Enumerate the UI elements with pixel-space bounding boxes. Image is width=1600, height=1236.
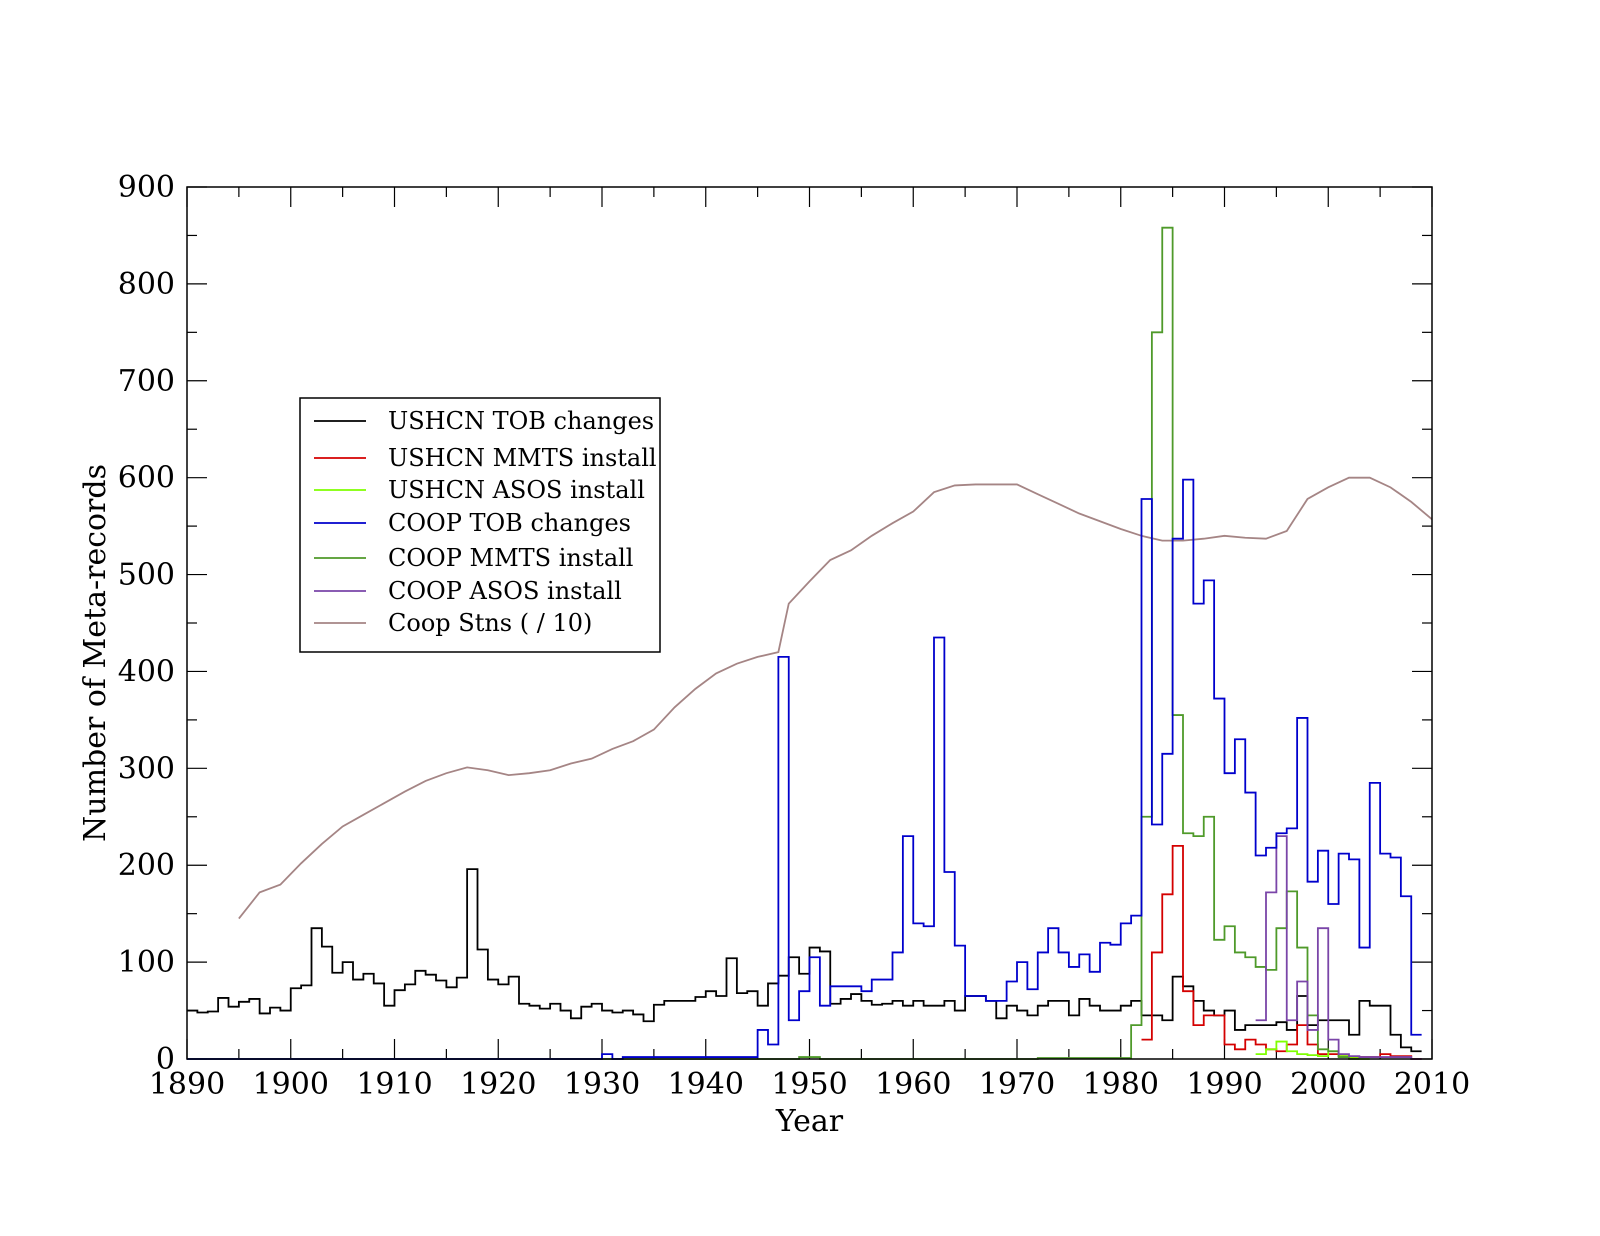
y-tick-label: 900 — [118, 170, 175, 205]
x-tick-label: 1920 — [460, 1067, 536, 1102]
x-tick-label: 1930 — [564, 1067, 640, 1102]
y-tick-label: 200 — [118, 848, 175, 883]
series-ushcn-tob-changes — [187, 868, 1422, 1053]
legend-label-coop-tob-changes: COOP TOB changes — [388, 509, 631, 537]
x-tick-label: 1950 — [771, 1067, 847, 1102]
x-tick-label: 1970 — [979, 1067, 1055, 1102]
y-axis-title: Number of Meta-records — [78, 464, 113, 842]
y-tick-label: 500 — [118, 558, 175, 593]
series-layer — [187, 226, 1433, 1060]
legend-label-ushcn-asos-install: USHCN ASOS install — [388, 476, 645, 504]
y-tick-label: 800 — [118, 267, 175, 302]
y-tick-label: 300 — [118, 751, 175, 786]
x-tick-label: 1910 — [356, 1067, 432, 1102]
x-tick-label: 1980 — [1083, 1067, 1159, 1102]
plot-frame — [186, 186, 1433, 1060]
legend-label-ushcn-mmts-install: USHCN MMTS install — [388, 444, 657, 472]
y-tick-label: 0 — [156, 1042, 175, 1077]
x-tick-label: 2000 — [1290, 1067, 1366, 1102]
legend: USHCN TOB changes USHCN MMTS install USHCN… — [299, 397, 661, 653]
x-axis-title: Year — [775, 1104, 844, 1139]
y-tick-label: 700 — [118, 364, 175, 399]
legend-label-coop-stns-10: Coop Stns ( / 10) — [388, 609, 592, 637]
legend-label-coop-mmts-install: COOP MMTS install — [388, 544, 633, 572]
series-coop-mmts-install — [187, 226, 1360, 1060]
legend-box — [299, 397, 661, 653]
x-tick-label: 1990 — [1186, 1067, 1262, 1102]
x-tick-label: 1940 — [668, 1067, 744, 1102]
x-tick-label: 1900 — [253, 1067, 329, 1102]
tick-labels: 1890 1900 1910 1920 1930 1940 1950 1960 1970 1980… — [118, 170, 1470, 1102]
legend-label-ushcn-tob-changes: USHCN TOB changes — [388, 407, 654, 435]
series-coop-stns-10 — [238, 476, 1433, 920]
series-coop-tob-changes — [187, 478, 1422, 1060]
x-tick-label: 1960 — [875, 1067, 951, 1102]
legend-label-coop-asos-install: COOP ASOS install — [388, 577, 622, 605]
y-tick-label: 400 — [118, 654, 175, 689]
x-tick-label: 1890 — [149, 1067, 225, 1102]
x-tick-label: 2010 — [1394, 1067, 1470, 1102]
y-tick-label: 600 — [118, 461, 175, 496]
series-ushcn-mmts-install — [1141, 844, 1422, 1060]
series-coop-asos-install — [1255, 835, 1422, 1060]
y-tick-label: 100 — [118, 945, 175, 980]
